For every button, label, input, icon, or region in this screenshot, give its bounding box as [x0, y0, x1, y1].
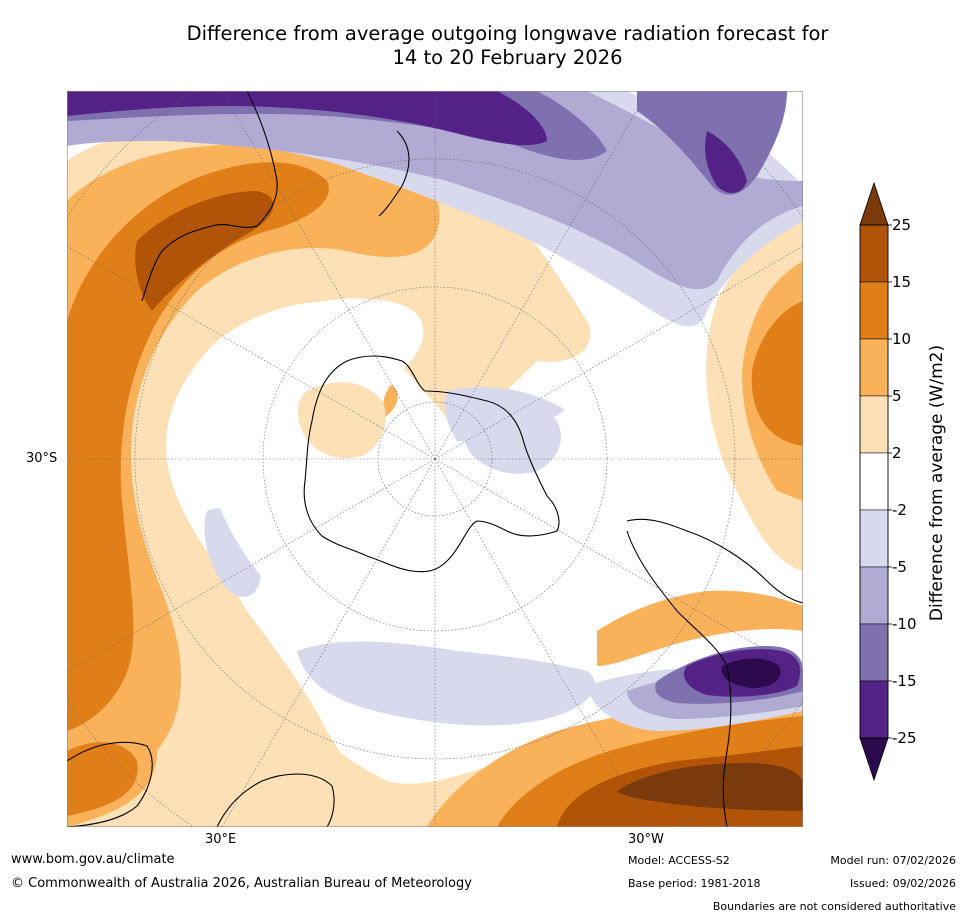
- colorbar-tick-label: -5: [892, 558, 907, 576]
- colorbar-segment: [859, 395, 889, 454]
- colorbar-tick-label: 15: [892, 273, 912, 291]
- anomaly-region-near-zero-pole: [207, 298, 730, 633]
- footer-model: Model: ACCESS-S2: [628, 854, 730, 867]
- colorbar-segment: [859, 281, 889, 340]
- title-line-2: 14 to 20 February 2026: [392, 46, 623, 69]
- anomaly-region-near-zero-patch-inner: [297, 382, 386, 459]
- map-title: Difference from average outgoing longwav…: [60, 22, 955, 70]
- lat-label-30s: 30°S: [26, 451, 58, 466]
- new-zealand-coastline: [378, 130, 410, 217]
- colorbar-tick-label: -2: [892, 501, 907, 519]
- colorbar-segment: [859, 566, 889, 625]
- colorbar-tick-label: -25: [892, 729, 917, 747]
- olr-anomaly-map: [67, 91, 803, 827]
- colorbar-segment: [859, 623, 889, 682]
- colorbar-segment: [859, 452, 889, 511]
- anomaly-region-25-plus-southeast: [617, 763, 803, 811]
- anomaly-region-2-5-center: [357, 264, 589, 431]
- colorbar-lower-extension: [859, 737, 889, 782]
- south-america-coastline: [626, 518, 803, 827]
- anomaly-region-5-10-chile: [597, 590, 803, 666]
- colorbar-frame: [859, 224, 889, 739]
- footer-copyright: © Commonwealth of Australia 2026, Austra…: [11, 876, 472, 891]
- colorbar-tick-label: 10: [892, 330, 912, 348]
- colorbar-segment: [859, 338, 889, 397]
- graticule: [67, 91, 803, 827]
- australia-coastline: [141, 91, 278, 302]
- antarctica-coastline: [303, 355, 560, 573]
- colorbar-tick-label: 2: [892, 444, 902, 462]
- title-line-1: Difference from average outgoing longwav…: [186, 22, 829, 45]
- anomaly-region-neg15-neg25-north: [67, 91, 547, 146]
- anomaly-region-10-15-southwest: [67, 742, 138, 816]
- colorbar-tick-label: 5: [892, 387, 902, 405]
- footer-disclaimer: Boundaries are not considered authoritat…: [712, 900, 956, 913]
- colorbar-tick-label: -15: [892, 672, 917, 690]
- colorbar: [859, 181, 892, 782]
- colorbar-segment: [859, 680, 889, 739]
- footer-issued: Issued: 09/02/2026: [849, 877, 956, 890]
- footer-base-period: Base period: 1981-2018: [628, 877, 761, 890]
- coastlines: [67, 91, 803, 827]
- anomaly-region-10-15-east: [751, 301, 803, 446]
- anomaly-region-10-15-west: [67, 162, 329, 732]
- lon-label-30e: 30°E: [205, 832, 237, 847]
- colorbar-segment: [859, 509, 889, 568]
- colorbar-segment: [859, 224, 889, 283]
- colorbar-tick-label: -10: [892, 615, 917, 633]
- anomaly-region-neg2-neg5-south: [297, 641, 596, 726]
- footer-model-run: Model run: 07/02/2026: [830, 854, 956, 867]
- anomaly-region-neg25-argentina: [721, 658, 781, 688]
- lon-label-30w: 30°W: [628, 832, 664, 847]
- colorbar-label: Difference from average (W/m2): [927, 344, 947, 622]
- footer-website: www.bom.gov.au/climate: [11, 852, 175, 867]
- colorbar-upper-extension: [859, 181, 889, 226]
- anomaly-region-15-25-australia: [135, 191, 274, 311]
- anomaly-region-near-zero-patch-light: [462, 402, 561, 474]
- colorbar-tick-label: 25: [892, 216, 912, 234]
- africa-coastline: [67, 741, 335, 827]
- anomaly-region-neg15-neg25-northeast: [705, 131, 747, 193]
